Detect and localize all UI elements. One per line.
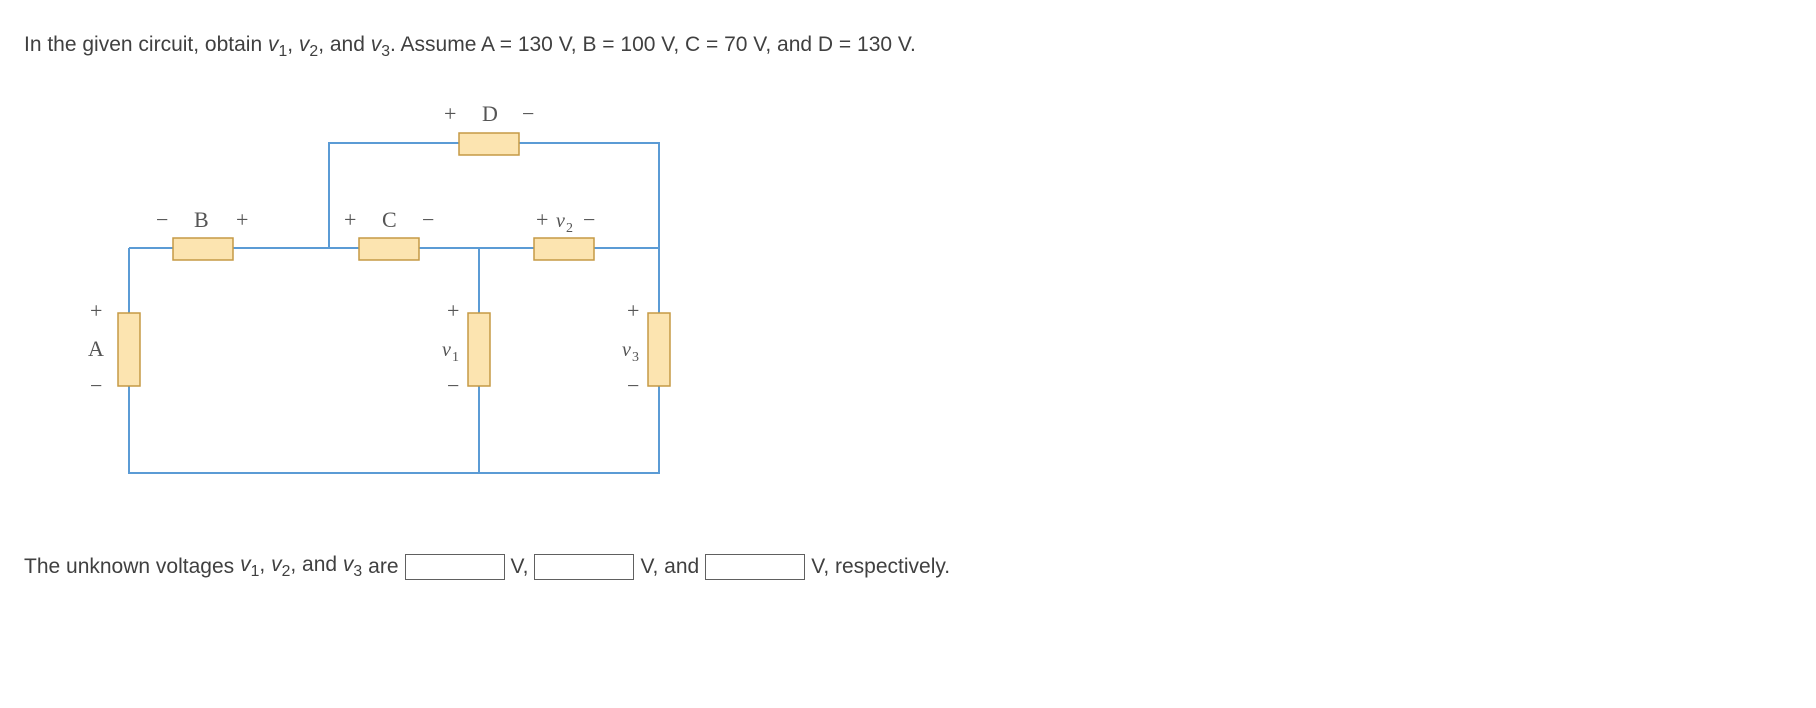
comma-1: ,: [287, 33, 299, 56]
v1-sub: 1: [452, 350, 459, 365]
v3-var: v: [622, 339, 631, 361]
comma-2: , and: [318, 33, 371, 56]
input-v2[interactable]: [534, 554, 634, 580]
var-v2: v: [299, 33, 310, 56]
problem-statement: In the given circuit, obtain v1, v2, and…: [24, 30, 1792, 63]
ans-comma-2: , and: [290, 553, 343, 576]
v1-minus: −: [447, 373, 459, 398]
unit-v1: V,: [511, 555, 529, 579]
D-plus: +: [444, 101, 456, 126]
v1-plus: +: [447, 298, 459, 323]
A-plus: +: [90, 298, 102, 323]
B-plus: +: [236, 207, 248, 232]
v2-sub: 2: [566, 221, 573, 236]
input-v3[interactable]: [705, 554, 805, 580]
v2-minus: −: [583, 207, 595, 232]
element-v3: [648, 313, 670, 386]
A-letter: A: [88, 336, 104, 361]
problem-text-assume: . Assume A = 130 V, B = 100 V, C = 70 V,…: [390, 33, 916, 56]
C-minus: −: [422, 207, 434, 232]
problem-text-prefix: In the given circuit, obtain: [24, 33, 268, 56]
element-v2: [534, 238, 594, 260]
ans-var-v2: v: [271, 553, 282, 576]
v3-plus: +: [627, 298, 639, 323]
ans-var-v3: v: [343, 553, 354, 576]
v2-var: v: [556, 210, 565, 232]
element-B: [173, 238, 233, 260]
element-v1: [468, 313, 490, 386]
ans-sub-3: 3: [353, 563, 362, 580]
unit-v3: V, respectively.: [811, 555, 950, 579]
C-plus: +: [344, 207, 356, 232]
sub-1: 1: [278, 43, 287, 60]
sub-3: 3: [381, 43, 390, 60]
D-letter: D: [482, 101, 498, 126]
v1-var: v: [442, 339, 451, 361]
element-C: [359, 238, 419, 260]
input-v1[interactable]: [405, 554, 505, 580]
C-letter: C: [382, 207, 397, 232]
ans-mid: are: [368, 555, 398, 579]
unit-v2: V, and: [640, 555, 699, 579]
v3-minus: −: [627, 373, 639, 398]
B-letter: B: [194, 207, 209, 232]
D-minus: −: [522, 101, 534, 126]
element-A: [118, 313, 140, 386]
ans-var-v1: v: [240, 553, 251, 576]
answer-prefix: The unknown voltages: [24, 555, 234, 579]
ans-comma-1: ,: [259, 553, 271, 576]
circuit-diagram: + D − − B + + C − + v 2 − + A − + v 1 − …: [84, 93, 1792, 513]
B-minus: −: [156, 207, 168, 232]
element-D: [459, 133, 519, 155]
A-minus: −: [90, 373, 102, 398]
sub-2: 2: [309, 43, 318, 60]
v2-plus: +: [536, 207, 548, 232]
v3-sub: 3: [632, 350, 639, 365]
var-v3: v: [371, 33, 382, 56]
answer-sentence: The unknown voltages v1, v2, and v3 are …: [24, 553, 1792, 581]
var-v1: v: [268, 33, 279, 56]
